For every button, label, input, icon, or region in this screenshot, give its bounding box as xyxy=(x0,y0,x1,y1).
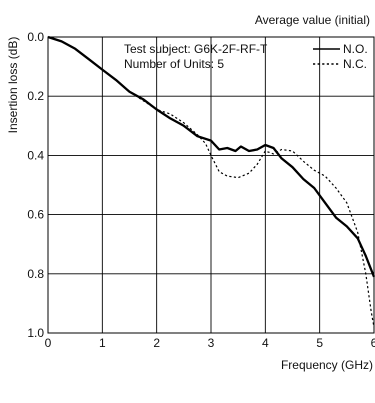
legend-label: N.O. xyxy=(343,42,368,56)
y-tick-label: 0.6 xyxy=(27,208,44,222)
header-note: Average value (initial) xyxy=(255,13,370,27)
series-line-n-o- xyxy=(47,35,375,278)
tick-labels: 0 1 2 3 4 5 6 0.0 0.2 0.4 0.6 0.8 1.0 xyxy=(27,30,375,350)
y-tick-label: 0.2 xyxy=(27,89,44,103)
y-tick-label: 0.0 xyxy=(27,30,44,44)
y-tick-label: 0.4 xyxy=(27,148,44,162)
legend: N.O.N.C. xyxy=(313,42,368,71)
x-tick-label: 3 xyxy=(208,336,215,350)
x-tick-label: 4 xyxy=(262,336,269,350)
plot-frame xyxy=(47,36,375,334)
series-line-n-c- xyxy=(47,36,375,328)
x-axis-label: Frequency (GHz) xyxy=(281,358,373,372)
x-tick-label: 6 xyxy=(371,336,375,350)
y-tick-label: 0.8 xyxy=(27,267,44,281)
series-layer xyxy=(47,35,375,328)
x-tick-label: 2 xyxy=(153,336,160,350)
y-axis-label: Insertion loss (dB) xyxy=(6,37,20,134)
x-tick-label: 5 xyxy=(316,336,323,350)
annotation-number-of-units: Number of Units: 5 xyxy=(124,57,224,71)
x-tick-label: 1 xyxy=(99,336,106,350)
y-tick-label: 1.0 xyxy=(27,326,44,340)
x-tick-label: 0 xyxy=(45,336,52,350)
grid xyxy=(48,37,374,333)
legend-label: N.C. xyxy=(343,57,367,71)
annotation-test-subject: Test subject: G6K-2F-RF-T xyxy=(124,42,268,56)
